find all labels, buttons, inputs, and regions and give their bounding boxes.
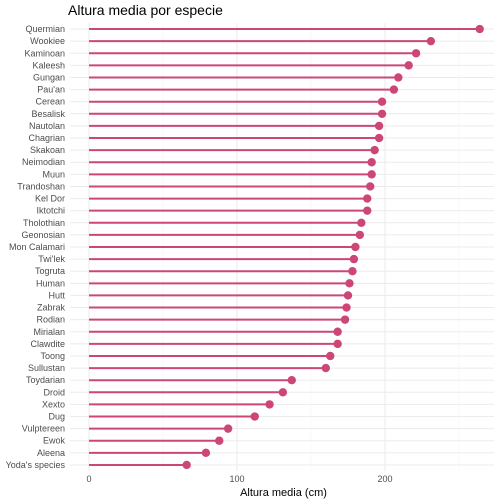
y-tick-label: Wookiee — [30, 36, 65, 46]
lollipop-point — [355, 230, 365, 240]
y-tick-label: Toydarian — [26, 375, 65, 385]
y-tick-label: Rodian — [36, 315, 65, 325]
y-tick-label: Besalisk — [31, 109, 65, 119]
y-tick-label: Skakoan — [30, 145, 65, 155]
lollipop-point — [357, 218, 366, 227]
y-tick-label: Pau'an — [37, 85, 65, 95]
y-tick-label: Human — [36, 278, 65, 288]
y-tick-label: Cerean — [35, 97, 65, 107]
lollipop-point — [340, 315, 350, 324]
y-tick-label: Yoda's species — [6, 460, 66, 470]
lollipop-point — [342, 303, 351, 312]
lollipop-point — [374, 121, 384, 131]
y-tick-label: Ewok — [43, 436, 66, 446]
lollipop-point — [345, 279, 354, 288]
y-tick-label: Chagrian — [28, 133, 65, 143]
y-tick-label: Clawdite — [30, 339, 65, 349]
y-tick-label: Kel Dor — [35, 194, 65, 204]
lollipop-point — [370, 145, 379, 155]
lollipop-point — [326, 351, 335, 361]
lollipop-point — [363, 206, 372, 215]
y-tick-label: Aleena — [37, 448, 65, 458]
y-tick-label: Toong — [40, 351, 65, 361]
y-tick-label: Sullustan — [28, 363, 65, 373]
lollipop-point — [182, 460, 191, 470]
lollipop-point — [394, 73, 403, 82]
y-axis-ticks: Quermian Wookiee Kaminoan Kaleesh Gungan Pau'… — [6, 24, 66, 470]
lollipop-point — [377, 109, 387, 119]
lollipop-point — [411, 49, 421, 58]
lollipop-point — [351, 242, 360, 252]
lollipop-point — [278, 388, 288, 397]
x-axis-label: Altura media (cm) — [240, 487, 327, 499]
lollipop-point — [333, 339, 342, 349]
y-tick-label: Vulptereen — [22, 424, 65, 434]
x-tick-label: 200 — [377, 474, 392, 484]
lollipop-point — [374, 133, 384, 143]
y-tick-label: Xexto — [42, 399, 65, 409]
y-tick-label: Mon Calamari — [9, 242, 65, 252]
lollipop-point — [333, 327, 342, 336]
lollipop-point — [363, 194, 372, 203]
lollipop-point — [250, 412, 259, 421]
y-tick-label: Neimodian — [22, 157, 65, 167]
y-tick-label: Muun — [42, 169, 65, 179]
chart-title: Altura media por especie — [68, 2, 223, 18]
y-tick-label: Mirialan — [33, 327, 65, 337]
lollipop-point — [215, 436, 224, 445]
lollipop-point — [377, 97, 387, 106]
lollipop-point — [321, 363, 330, 373]
lollipop-point — [367, 158, 376, 167]
y-tick-label: Trandoshan — [17, 181, 65, 191]
x-axis-ticks: 0 100 200 — [86, 474, 392, 484]
y-tick-label: Iktotchi — [36, 206, 65, 216]
lollipop-point — [349, 254, 359, 264]
y-tick-label: Dug — [48, 412, 65, 422]
lollipop-point — [475, 24, 484, 34]
y-tick-label: Kaminoan — [24, 48, 65, 58]
y-tick-label: Twi'lek — [38, 254, 65, 264]
y-tick-label: Nautolan — [29, 121, 65, 131]
lollipop-point — [287, 375, 296, 385]
lollipop-point — [404, 61, 413, 70]
lollipop-point — [366, 182, 375, 191]
y-tick-label: Quermian — [25, 24, 65, 34]
lollipop-point — [348, 267, 357, 276]
y-tick-label: Tholothian — [23, 218, 65, 228]
lollipop-point — [223, 424, 233, 433]
lollipop-point — [265, 400, 274, 409]
x-tick-label: 0 — [86, 474, 91, 484]
y-tick-label: Droid — [43, 387, 65, 397]
lollipop-point — [426, 36, 436, 46]
lollipop-point — [201, 448, 211, 458]
lollipop-series — [89, 24, 484, 470]
lollipop-point — [367, 170, 376, 179]
y-tick-label: Gungan — [33, 72, 65, 82]
y-tick-label: Kaleesh — [32, 60, 65, 70]
y-tick-label: Togruta — [35, 266, 65, 276]
x-tick-label: 100 — [229, 474, 244, 484]
y-tick-label: Zabrak — [37, 303, 66, 313]
lollipop-point — [389, 85, 399, 94]
lollipop-point — [343, 291, 353, 300]
y-tick-label: Geonosian — [21, 230, 65, 240]
y-tick-label: Hutt — [48, 290, 65, 300]
